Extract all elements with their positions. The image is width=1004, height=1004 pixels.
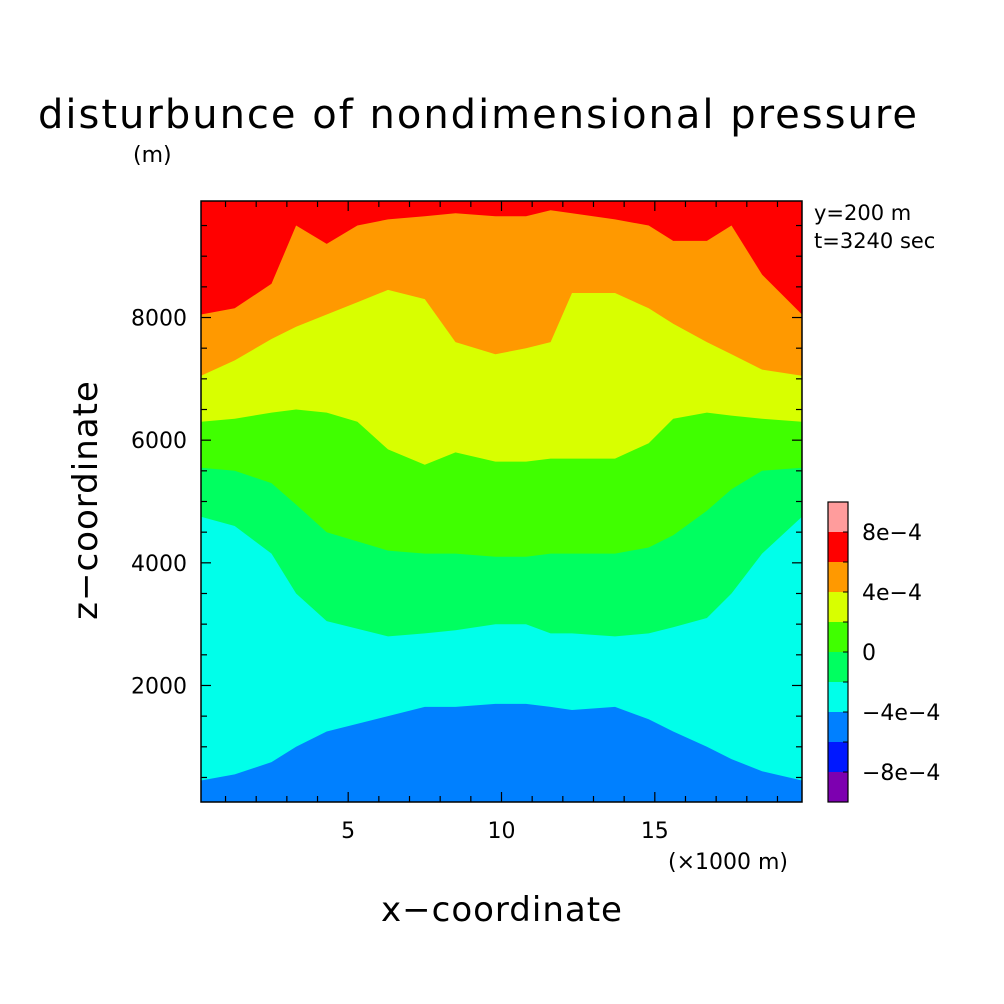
colorbar-segment	[828, 622, 848, 652]
x-axis-label: x−coordinate	[381, 890, 623, 930]
colorbar-segment	[828, 592, 848, 622]
x-tick-label: 10	[488, 819, 516, 844]
colorbar-segment	[828, 562, 848, 592]
colorbar-label: 0	[862, 641, 876, 666]
colorbar-label: −4e−4	[862, 701, 940, 726]
annotation-y-position: y=200 m	[814, 201, 912, 225]
colorbar-segment	[828, 772, 848, 802]
x-tick-label: 5	[341, 819, 355, 844]
contour-band-5	[201, 201, 802, 315]
colorbar-segment	[828, 712, 848, 742]
colorbar-segment	[828, 532, 848, 562]
y-tick-label: 8000	[131, 307, 187, 332]
x-tick-label: 15	[641, 819, 669, 844]
y-tick-label: 2000	[131, 674, 187, 699]
colorbar-segment	[828, 502, 848, 532]
annotation-time: t=3240 sec	[814, 229, 936, 253]
colorbar-segment	[828, 682, 848, 712]
x-axis-unit: (×1000 m)	[668, 850, 789, 875]
contour-band-4	[201, 201, 802, 376]
colorbar-label: −8e−4	[862, 761, 940, 786]
y-tick-label: 4000	[131, 552, 187, 577]
colorbar-segment	[828, 742, 848, 772]
y-axis-unit: (m)	[133, 143, 172, 168]
colorbar-segment	[828, 652, 848, 682]
chart-title: disturbunce of nondimensional pressure	[38, 92, 919, 138]
colorbar-label: 4e−4	[862, 581, 922, 606]
y-tick-label: 6000	[131, 429, 187, 454]
colorbar-label: 8e−4	[862, 521, 922, 546]
